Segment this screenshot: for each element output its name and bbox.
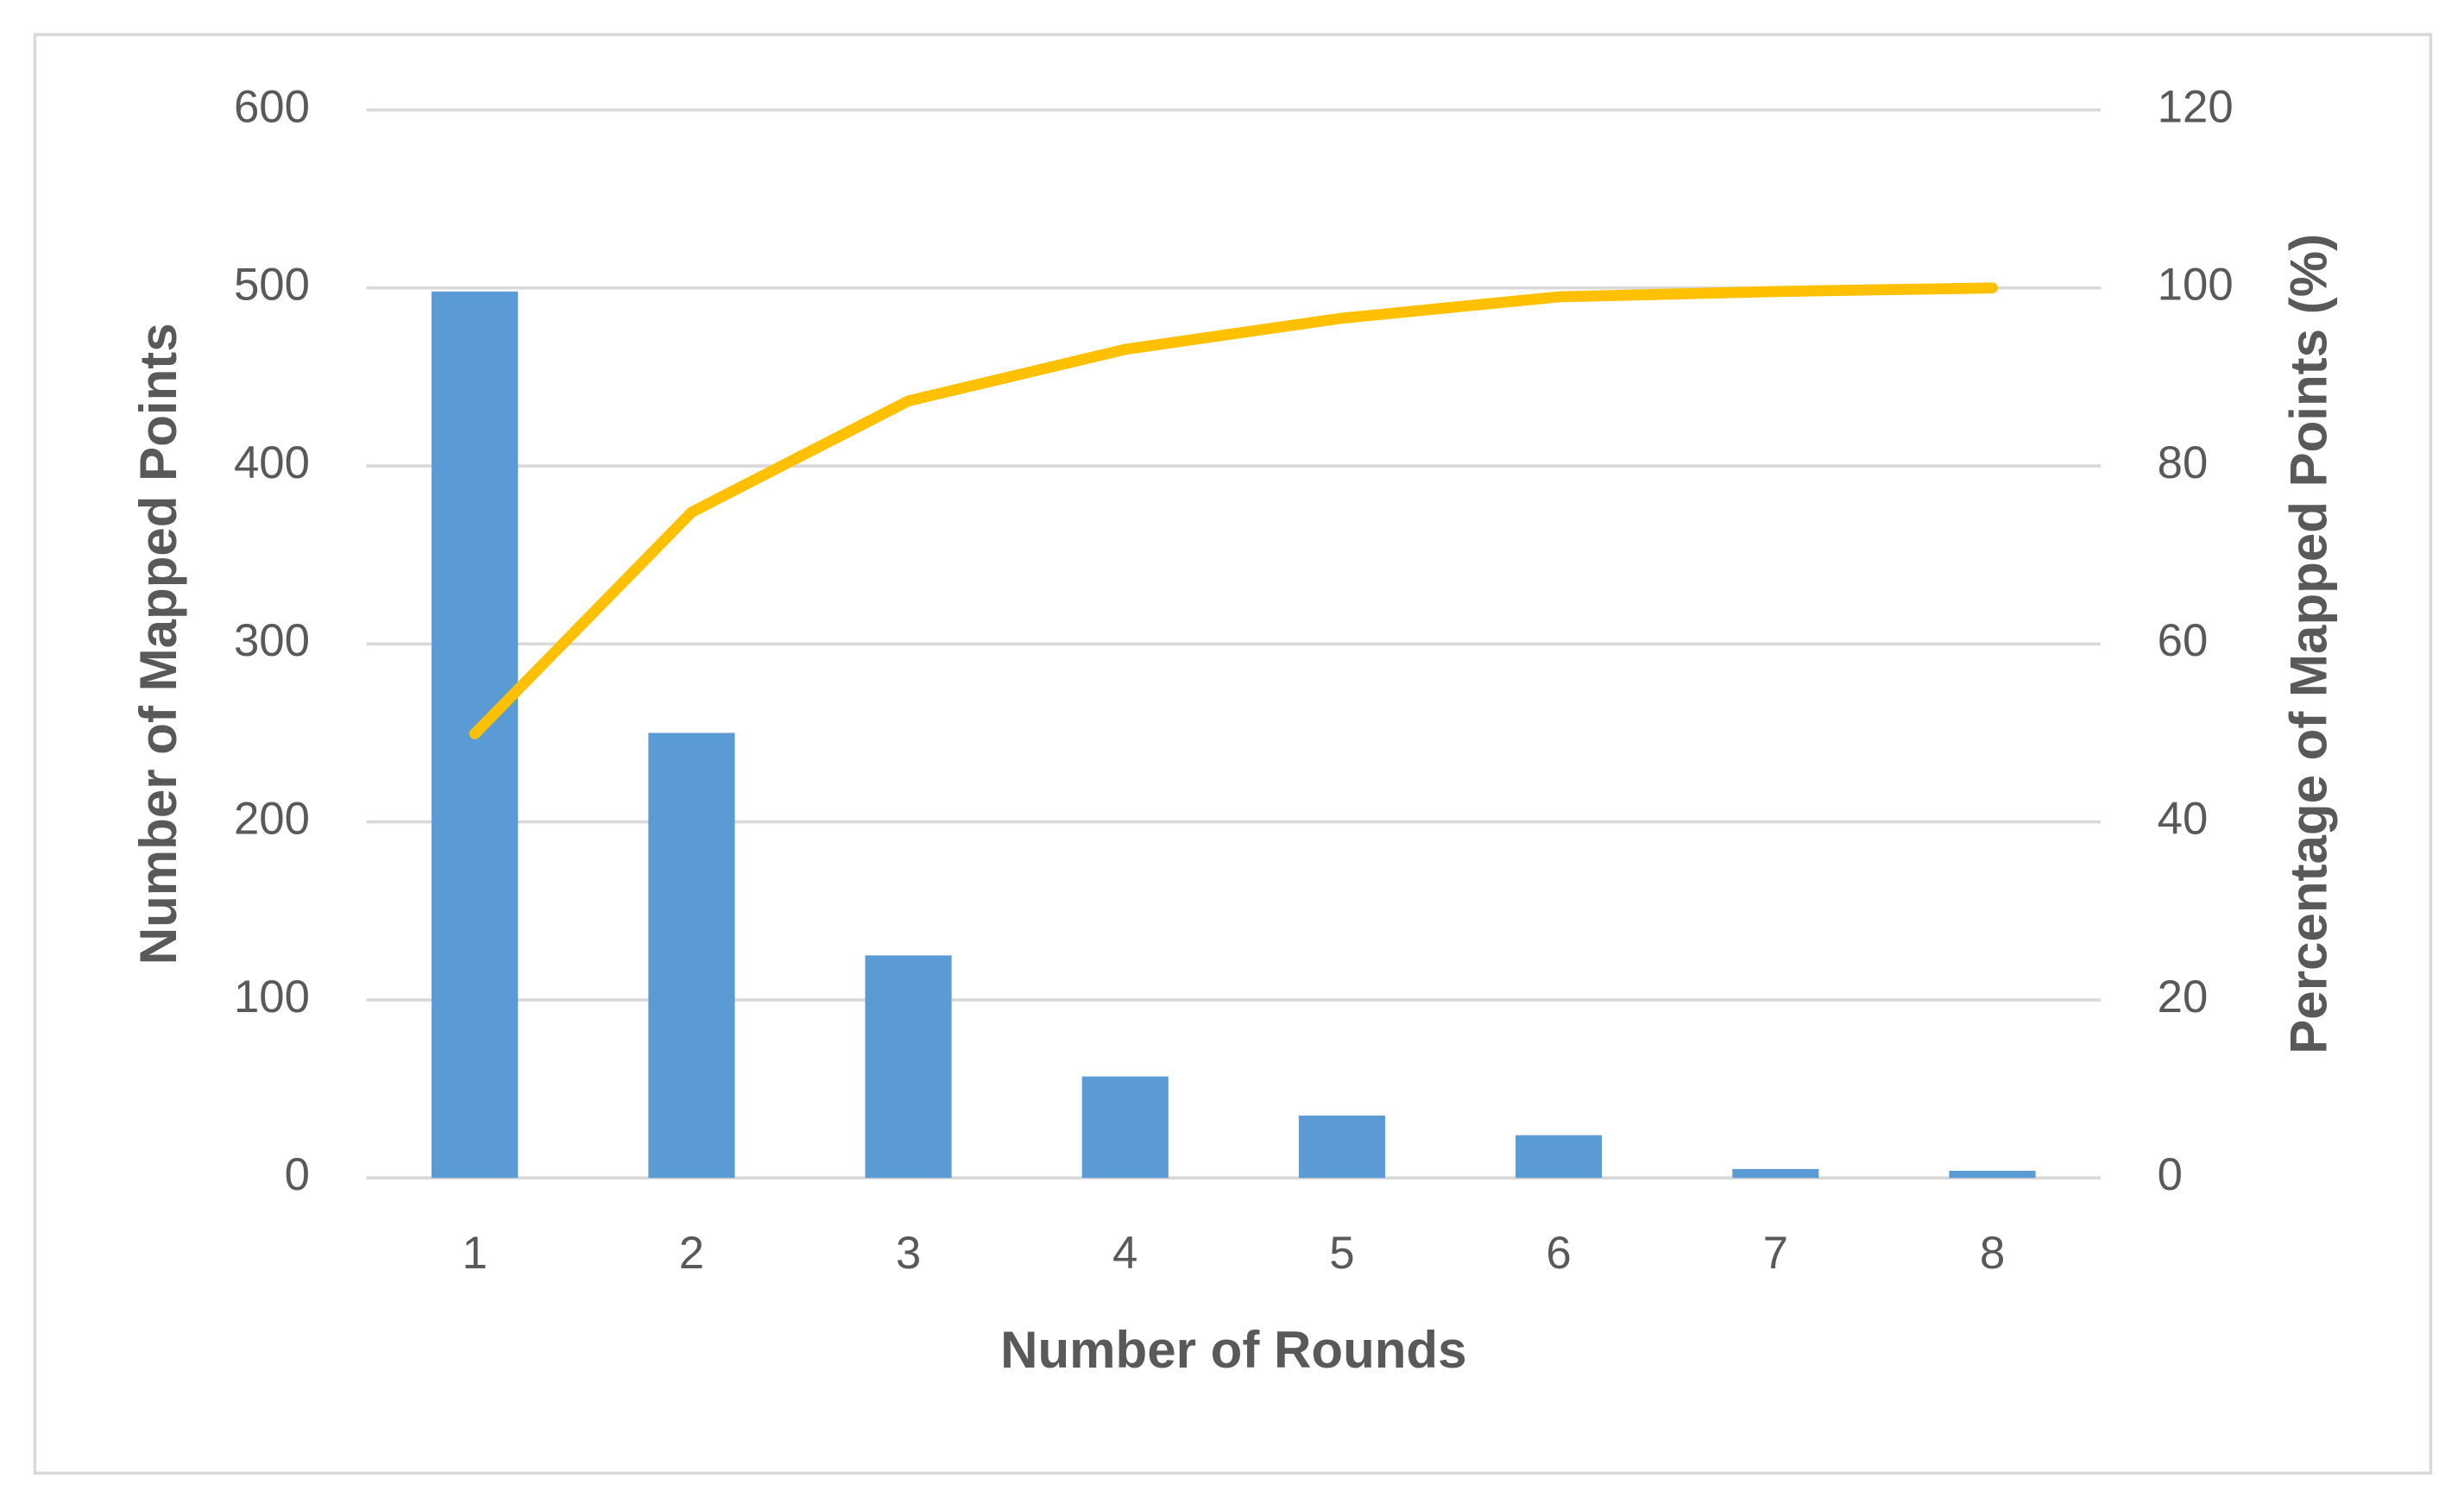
y-tick-label: 600 <box>234 81 310 132</box>
y2-tick-label: 60 <box>2158 615 2209 666</box>
y-axis-title: Number of Mapped Points <box>129 323 187 965</box>
y-tick-label: 500 <box>234 260 310 311</box>
bar <box>648 733 735 1179</box>
x-tick-label: 2 <box>679 1228 704 1279</box>
y-tick-label: 0 <box>285 1149 310 1200</box>
bar <box>1949 1170 2036 1179</box>
y2-tick-label: 100 <box>2158 260 2234 311</box>
y-tick-label: 100 <box>234 972 310 1022</box>
bar <box>865 955 952 1179</box>
y2-tick-label: 120 <box>2158 81 2234 132</box>
x-tick-label: 4 <box>1112 1228 1137 1279</box>
bar <box>1516 1135 1603 1179</box>
line <box>469 282 1998 739</box>
y2-tick-label: 0 <box>2158 1149 2183 1200</box>
y2-axis-title: Percentage of Mapped Points (%) <box>2280 234 2338 1054</box>
x-tick-label: 5 <box>1329 1228 1354 1279</box>
bar <box>1081 1076 1169 1179</box>
x-tick-label: 8 <box>1980 1228 2005 1279</box>
x-tick-label: 1 <box>462 1228 487 1279</box>
bar <box>1732 1168 1819 1179</box>
x-tick-label: 3 <box>896 1228 921 1279</box>
x-axis-title: Number of Rounds <box>1000 1321 1466 1379</box>
bar <box>1298 1115 1385 1179</box>
x-tick-label: 6 <box>1546 1228 1571 1279</box>
chart-border <box>33 33 2433 1475</box>
y-tick-label: 300 <box>234 615 310 666</box>
y2-tick-label: 40 <box>2158 794 2209 845</box>
y-tick-label: 400 <box>234 437 310 488</box>
y-tick-label: 200 <box>234 794 310 845</box>
y2-tick-label: 80 <box>2158 437 2209 488</box>
y2-tick-label: 20 <box>2158 972 2209 1022</box>
x-tick-label: 7 <box>1763 1228 1788 1279</box>
